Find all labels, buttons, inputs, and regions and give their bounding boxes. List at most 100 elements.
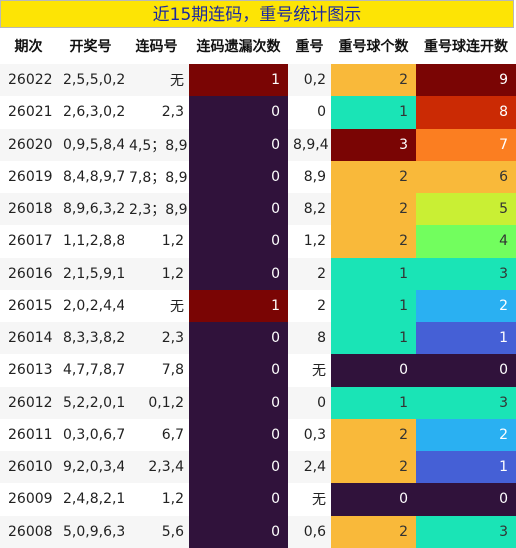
cell-issue: 26011 xyxy=(0,418,57,451)
table-row: 26022 2,5,5,0,2 无 1 0,2 2 9 xyxy=(0,64,516,97)
cell-links: 2,3；8,9 xyxy=(124,193,189,226)
header-dup-streak: 重号球连开数 xyxy=(416,28,516,64)
cell-link-miss: 0 xyxy=(189,386,288,419)
cell-link-miss: 0 xyxy=(189,257,288,290)
cell-dup: 0 xyxy=(288,96,331,129)
header-dup: 重号 xyxy=(288,28,331,64)
cell-links: 1,2 xyxy=(124,225,189,258)
cell-draw: 8,3,3,8,2 xyxy=(57,322,124,355)
cell-issue: 26016 xyxy=(0,257,57,290)
cell-links: 4,5；8,9 xyxy=(124,128,189,161)
table-row: 26011 0,3,0,6,7 6,7 0 0,3 2 2 xyxy=(0,418,516,451)
cell-dup-count: 2 xyxy=(331,193,416,226)
table-row: 26013 4,7,7,8,7 7,8 0 无 0 0 xyxy=(0,354,516,387)
header-link-miss: 连码遗漏次数 xyxy=(189,28,288,64)
cell-links: 7,8 xyxy=(124,354,189,387)
cell-links: 7,8；8,9 xyxy=(124,160,189,193)
cell-draw: 8,9,6,3,2 xyxy=(57,193,124,226)
cell-link-miss: 0 xyxy=(189,96,288,129)
cell-issue: 26010 xyxy=(0,451,57,484)
cell-link-miss: 0 xyxy=(189,515,288,548)
cell-link-miss: 0 xyxy=(189,451,288,484)
cell-dup: 0,2 xyxy=(288,64,331,97)
table-row: 26017 1,1,2,8,8 1,2 0 1,2 2 4 xyxy=(0,225,516,258)
cell-links: 2,3 xyxy=(124,322,189,355)
cell-link-miss: 0 xyxy=(189,483,288,516)
cell-dup: 8 xyxy=(288,322,331,355)
cell-dup-streak: 1 xyxy=(416,322,516,355)
cell-draw: 9,2,0,3,4 xyxy=(57,451,124,484)
cell-dup-streak: 0 xyxy=(416,483,516,516)
cell-link-miss: 1 xyxy=(189,64,288,97)
table-row: 26015 2,0,2,4,4 无 1 2 1 2 xyxy=(0,289,516,322)
cell-dup-count: 1 xyxy=(331,96,416,129)
cell-links: 6,7 xyxy=(124,418,189,451)
cell-issue: 26022 xyxy=(0,64,57,97)
cell-dup-streak: 3 xyxy=(416,515,516,548)
cell-dup-count: 2 xyxy=(331,418,416,451)
cell-dup-count: 2 xyxy=(331,515,416,548)
cell-dup-count: 1 xyxy=(331,386,416,419)
cell-dup-streak: 2 xyxy=(416,418,516,451)
cell-link-miss: 1 xyxy=(189,289,288,322)
cell-issue: 26018 xyxy=(0,193,57,226)
cell-dup: 无 xyxy=(288,483,331,516)
cell-links: 2,3 xyxy=(124,96,189,129)
cell-draw: 4,7,7,8,7 xyxy=(57,354,124,387)
cell-dup: 无 xyxy=(288,354,331,387)
cell-draw: 5,2,2,0,1 xyxy=(57,386,124,419)
cell-dup: 1,2 xyxy=(288,225,331,258)
cell-draw: 2,1,5,9,1 xyxy=(57,257,124,290)
header-row: 期次 开奖号 连码号 连码遗漏次数 重号 重号球个数 重号球连开数 xyxy=(0,28,516,64)
cell-draw: 2,4,8,2,1 xyxy=(57,483,124,516)
cell-draw: 0,9,5,8,4 xyxy=(57,128,124,161)
cell-link-miss: 0 xyxy=(189,193,288,226)
cell-dup-streak: 1 xyxy=(416,451,516,484)
table-row: 26008 5,0,9,6,3 5,6 0 0,6 2 3 xyxy=(0,515,516,548)
cell-dup-streak: 4 xyxy=(416,225,516,258)
cell-dup-count: 0 xyxy=(331,354,416,387)
table-row: 26016 2,1,5,9,1 1,2 0 2 1 3 xyxy=(0,257,516,290)
cell-links: 1,2 xyxy=(124,483,189,516)
cell-dup-count: 2 xyxy=(331,160,416,193)
stats-table: 期次 开奖号 连码号 连码遗漏次数 重号 重号球个数 重号球连开数 26022 2… xyxy=(0,28,516,548)
cell-links: 5,6 xyxy=(124,515,189,548)
cell-draw: 2,0,2,4,4 xyxy=(57,289,124,322)
cell-dup: 8,2 xyxy=(288,193,331,226)
cell-draw: 0,3,0,6,7 xyxy=(57,418,124,451)
cell-issue: 26019 xyxy=(0,160,57,193)
cell-links: 1,2 xyxy=(124,257,189,290)
cell-dup-streak: 0 xyxy=(416,354,516,387)
table-row: 26018 8,9,6,3,2 2,3；8,9 0 8,2 2 5 xyxy=(0,193,516,226)
cell-draw: 1,1,2,8,8 xyxy=(57,225,124,258)
cell-issue: 26014 xyxy=(0,322,57,355)
cell-link-miss: 0 xyxy=(189,354,288,387)
table-row: 26019 8,4,8,9,7 7,8；8,9 0 8,9 2 6 xyxy=(0,160,516,193)
cell-issue: 26015 xyxy=(0,289,57,322)
cell-draw: 8,4,8,9,7 xyxy=(57,160,124,193)
cell-dup: 8,9,4 xyxy=(288,128,331,161)
cell-draw: 5,0,9,6,3 xyxy=(57,515,124,548)
table-row: 26020 0,9,5,8,4 4,5；8,9 0 8,9,4 3 7 xyxy=(0,128,516,161)
header-links: 连码号 xyxy=(124,28,189,64)
cell-links: 0,1,2 xyxy=(124,386,189,419)
cell-dup-count: 0 xyxy=(331,483,416,516)
cell-links: 2,3,4 xyxy=(124,451,189,484)
header-draw: 开奖号 xyxy=(57,28,124,64)
cell-dup: 0 xyxy=(288,386,331,419)
cell-dup-count: 1 xyxy=(331,257,416,290)
cell-issue: 26012 xyxy=(0,386,57,419)
cell-issue: 26008 xyxy=(0,515,57,548)
header-issue: 期次 xyxy=(0,28,57,64)
cell-issue: 26017 xyxy=(0,225,57,258)
cell-issue: 26020 xyxy=(0,128,57,161)
table-row: 26012 5,2,2,0,1 0,1,2 0 0 1 3 xyxy=(0,386,516,419)
cell-dup-count: 2 xyxy=(331,225,416,258)
cell-dup-count: 3 xyxy=(331,128,416,161)
table-row: 26014 8,3,3,8,2 2,3 0 8 1 1 xyxy=(0,322,516,355)
cell-dup-streak: 6 xyxy=(416,160,516,193)
table-row: 26021 2,6,3,0,2 2,3 0 0 1 8 xyxy=(0,96,516,129)
cell-draw: 2,6,3,0,2 xyxy=(57,96,124,129)
cell-link-miss: 0 xyxy=(189,418,288,451)
